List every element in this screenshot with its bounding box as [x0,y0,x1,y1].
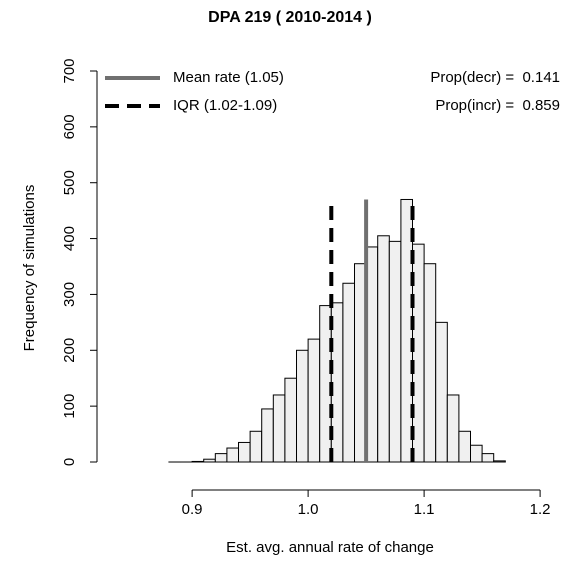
annotation: Prop(incr) = 0.859 [435,97,560,114]
bar [261,408,274,463]
bar [296,349,309,463]
y-tick-label: 400 [61,226,78,251]
bar [423,263,437,463]
bar [435,321,448,463]
legend-label: Mean rate (1.05) [173,69,284,86]
bar [272,394,286,463]
bar [203,458,216,463]
y-tick-label: 0 [61,458,78,466]
y-tick-label: 100 [61,394,78,419]
bar [214,453,228,463]
bar [226,447,240,463]
bar [284,377,298,463]
x-tick-label: 1.2 [530,501,551,518]
y-tick-label: 300 [61,282,78,307]
bar [446,394,460,463]
chart-title: DPA 219 ( 2010-2014 ) [208,9,372,26]
y-axis-label: Frequency of simulations [21,185,38,352]
bar [191,460,205,463]
x-axis-label: Est. avg. annual rate of change [226,539,434,556]
bar [307,338,321,463]
y-tick-label: 700 [61,58,78,83]
bar [342,282,356,463]
bar [458,430,472,463]
x-tick-label: 1.0 [298,501,319,518]
y-tick-label: 600 [61,114,78,139]
bar [249,430,263,463]
bar [388,240,402,463]
legend-label: IQR (1.02-1.09) [173,97,277,114]
bar [493,460,506,463]
annotation: Prop(decr) = 0.141 [430,69,560,86]
y-tick-label: 500 [61,170,78,195]
x-tick-label: 0.9 [182,501,203,518]
y-tick-label: 200 [61,338,78,363]
bar [481,453,495,463]
x-tick-label: 1.1 [414,501,435,518]
bar [470,444,483,463]
bar [238,441,251,463]
bar [377,235,390,463]
